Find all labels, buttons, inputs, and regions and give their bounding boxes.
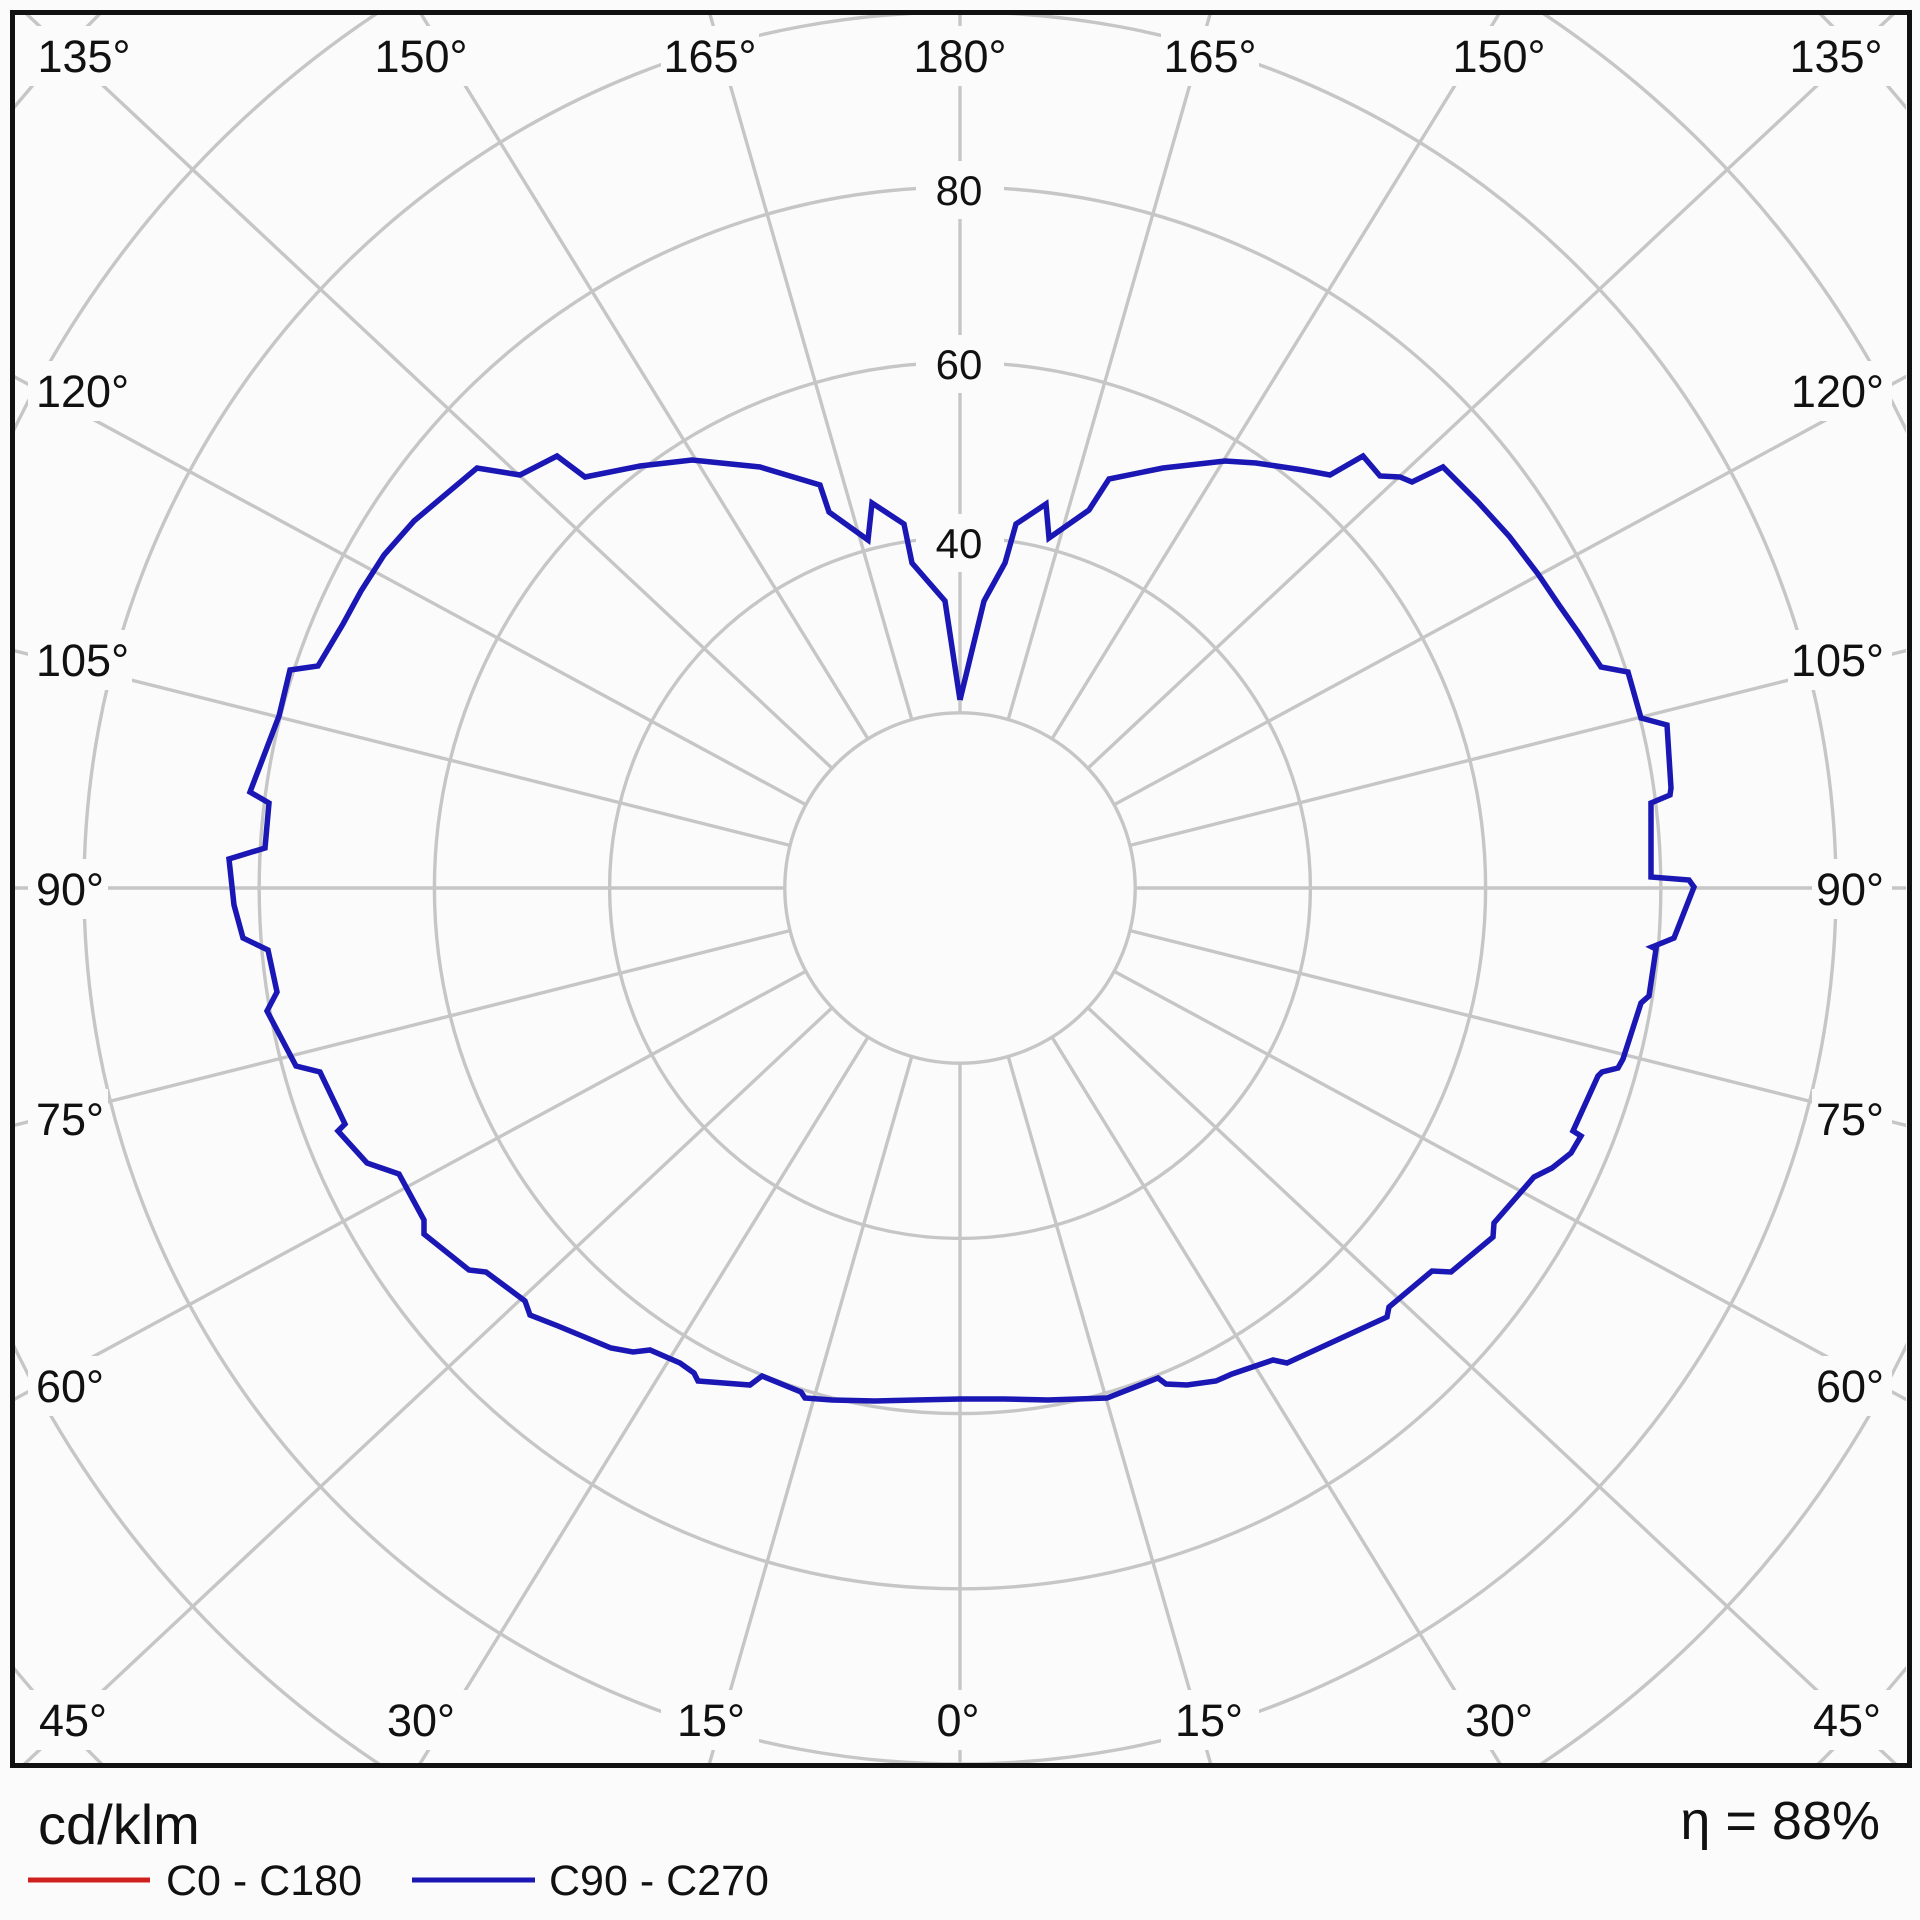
svg-text:105°: 105° xyxy=(1791,635,1884,686)
svg-text:80: 80 xyxy=(936,167,983,214)
svg-text:15°: 15° xyxy=(677,1695,745,1746)
svg-text:40: 40 xyxy=(936,520,983,567)
svg-text:120°: 120° xyxy=(36,366,129,417)
svg-text:75°: 75° xyxy=(36,1094,104,1145)
svg-text:0°: 0° xyxy=(936,1695,979,1746)
svg-text:75°: 75° xyxy=(1816,1094,1884,1145)
svg-text:C90 - C270: C90 - C270 xyxy=(549,1857,769,1905)
svg-text:30°: 30° xyxy=(387,1695,455,1746)
svg-text:15°: 15° xyxy=(1175,1695,1243,1746)
svg-text:105°: 105° xyxy=(36,635,129,686)
svg-text:150°: 150° xyxy=(1452,31,1545,82)
svg-text:60°: 60° xyxy=(1816,1361,1884,1412)
svg-text:C0 - C180: C0 - C180 xyxy=(166,1857,362,1905)
svg-text:180°: 180° xyxy=(913,31,1006,82)
svg-text:30°: 30° xyxy=(1465,1695,1533,1746)
svg-text:135°: 135° xyxy=(1789,31,1882,82)
svg-text:60°: 60° xyxy=(36,1361,104,1412)
svg-text:60: 60 xyxy=(936,341,983,388)
svg-text:150°: 150° xyxy=(374,31,467,82)
svg-text:120°: 120° xyxy=(1791,366,1884,417)
svg-text:45°: 45° xyxy=(39,1695,107,1746)
svg-text:90°: 90° xyxy=(36,864,104,915)
svg-text:165°: 165° xyxy=(1163,31,1256,82)
svg-text:cd/klm: cd/klm xyxy=(38,1793,200,1856)
svg-text:135°: 135° xyxy=(37,31,130,82)
svg-text:45°: 45° xyxy=(1813,1695,1881,1746)
svg-text:90°: 90° xyxy=(1816,864,1884,915)
svg-text:η = 88%: η = 88% xyxy=(1680,1791,1880,1851)
svg-text:165°: 165° xyxy=(663,31,756,82)
